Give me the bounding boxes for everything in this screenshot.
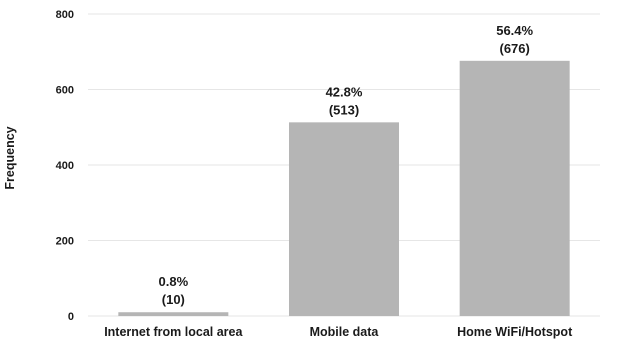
- y-tick-label: 800: [56, 9, 74, 21]
- bars: [118, 60, 570, 317]
- y-tick-label: 0: [68, 311, 74, 323]
- x-category-label: Internet from local area: [104, 325, 243, 339]
- x-category-label: Home WiFi/Hotspot: [457, 325, 573, 339]
- y-axis-title: Frequency: [3, 126, 17, 189]
- y-axis-ticks: 0 200 400 600 800: [56, 9, 74, 323]
- bar-count-label: (676): [499, 41, 529, 56]
- bar: [289, 122, 399, 316]
- y-tick-label: 200: [56, 236, 74, 248]
- bar-percent-label: 42.8%: [326, 84, 363, 99]
- x-category-label: Mobile data: [310, 325, 380, 339]
- bar: [118, 312, 229, 316]
- bar: [459, 60, 570, 317]
- bar-count-label: (10): [162, 292, 185, 307]
- data-labels: 0.8% (10) 42.8% (513) 56.4% (676): [159, 23, 534, 307]
- y-tick-label: 600: [56, 85, 74, 97]
- y-tick-label: 400: [56, 160, 74, 172]
- bar-percent-label: 56.4%: [496, 23, 533, 38]
- x-axis-categories: Internet from local area Mobile data Home …: [104, 325, 573, 339]
- bar-count-label: (513): [329, 102, 359, 117]
- bar-percent-label: 0.8%: [159, 274, 189, 289]
